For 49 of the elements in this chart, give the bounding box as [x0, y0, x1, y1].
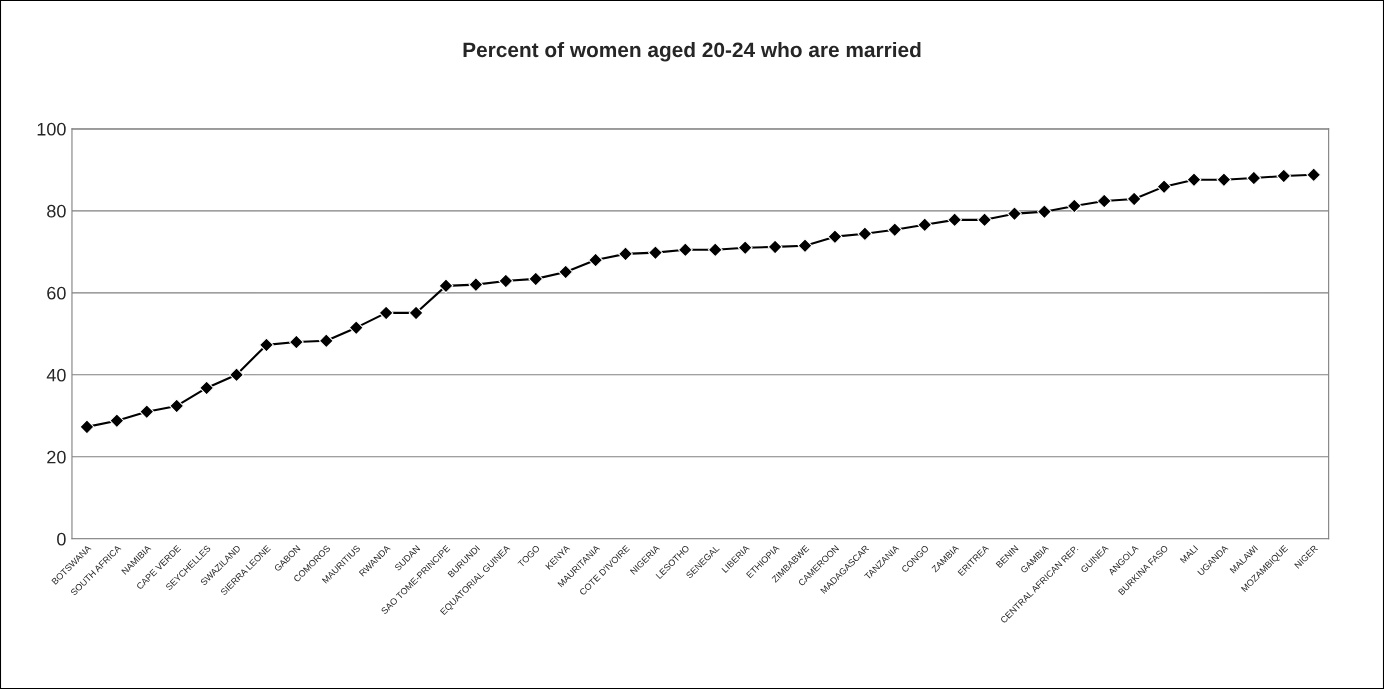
- point: [1186, 172, 1202, 188]
- y-tick-label: 0: [57, 532, 66, 546]
- point: [318, 333, 334, 349]
- point: [259, 337, 274, 353]
- point: [977, 212, 992, 228]
- point: [917, 217, 933, 233]
- point: [1096, 193, 1112, 209]
- point: [229, 367, 244, 383]
- point: [498, 273, 514, 289]
- point: [827, 229, 843, 245]
- y-tick-label: 100: [37, 122, 66, 136]
- point: [468, 277, 484, 293]
- y-tick-label: 80: [47, 204, 66, 218]
- point: [797, 238, 813, 254]
- point: [677, 242, 693, 258]
- y-tick-label: 40: [46, 368, 66, 382]
- point: [1007, 206, 1022, 222]
- point: [887, 222, 903, 238]
- point: [947, 212, 963, 228]
- point: [1246, 170, 1262, 186]
- point: [348, 320, 364, 336]
- point: [109, 413, 125, 429]
- point: [1126, 191, 1142, 207]
- point: [139, 404, 155, 420]
- point: [79, 419, 95, 435]
- point: [1216, 172, 1232, 188]
- point: [378, 305, 394, 321]
- point: [169, 398, 185, 414]
- point: [588, 252, 603, 268]
- point: [199, 380, 215, 396]
- point: [528, 271, 544, 287]
- point: [1037, 204, 1052, 220]
- point: [648, 245, 663, 261]
- point: [288, 334, 304, 350]
- chart-title: Percent of women aged 20-24 who are married: [463, 41, 921, 62]
- point: [767, 239, 783, 255]
- point: [1156, 179, 1172, 195]
- point: [707, 242, 723, 258]
- point: [1276, 168, 1292, 184]
- y-tick-label: 20: [47, 450, 66, 464]
- point: [1066, 198, 1082, 214]
- point: [1306, 167, 1322, 183]
- point: [737, 240, 753, 256]
- point: [618, 246, 633, 262]
- point: [438, 278, 454, 294]
- point: [857, 226, 873, 242]
- point: [558, 264, 574, 280]
- point: [408, 305, 424, 321]
- y-tick-label: 60: [47, 286, 66, 300]
